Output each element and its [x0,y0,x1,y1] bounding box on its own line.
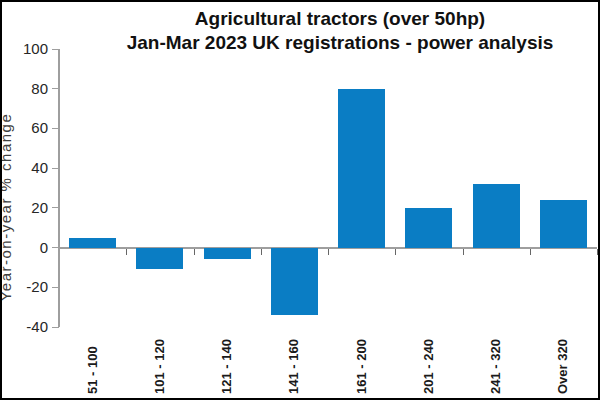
x-tick-label: Over 320 [554,332,572,394]
x-tick-label: 121 - 140 [218,332,236,394]
x-tick-mark [261,249,262,255]
bar-141-160 [271,248,318,316]
x-tick-label: 51 - 100 [84,332,102,394]
x-tick-mark [126,249,127,255]
chart-title: Agricultural tractors (over 50hp) Jan-Ma… [84,7,596,55]
x-tick-mark [463,249,464,255]
chart-title-line2: Jan-Mar 2023 UK registrations - power an… [84,31,596,55]
x-tick-mark [395,249,396,255]
y-tick-label: -20 [10,279,48,295]
bar-Over320 [540,200,587,248]
y-tick-label: 80 [10,81,48,97]
bar-121-140 [204,248,251,260]
x-tick-label: 241 - 320 [487,332,505,394]
bar-201-240 [405,208,452,248]
x-tick-label: 161 - 200 [353,332,371,394]
y-tick-label: 20 [10,200,48,216]
x-tick-label: 141 - 160 [285,332,303,394]
y-tick-label: 100 [10,41,48,57]
y-tick-label: 60 [10,120,48,136]
y-tick-label: -40 [10,319,48,335]
y-axis-line [58,49,60,327]
bar-101-120 [136,248,183,270]
x-tick-mark [194,249,195,255]
bar-161-200 [338,89,385,248]
x-tick-label: 101 - 120 [151,332,169,394]
y-tick-label: 40 [10,160,48,176]
x-tick-mark [530,249,531,255]
y-tick-label: 0 [10,240,48,256]
x-tick-mark [597,249,598,255]
bar-51-100 [69,238,116,248]
bar-241-320 [473,184,520,248]
x-tick-label: 201 - 240 [420,332,438,394]
chart-window: Agricultural tractors (over 50hp) Jan-Ma… [0,0,600,400]
x-tick-mark [328,249,329,255]
chart-title-line1: Agricultural tractors (over 50hp) [84,7,596,31]
